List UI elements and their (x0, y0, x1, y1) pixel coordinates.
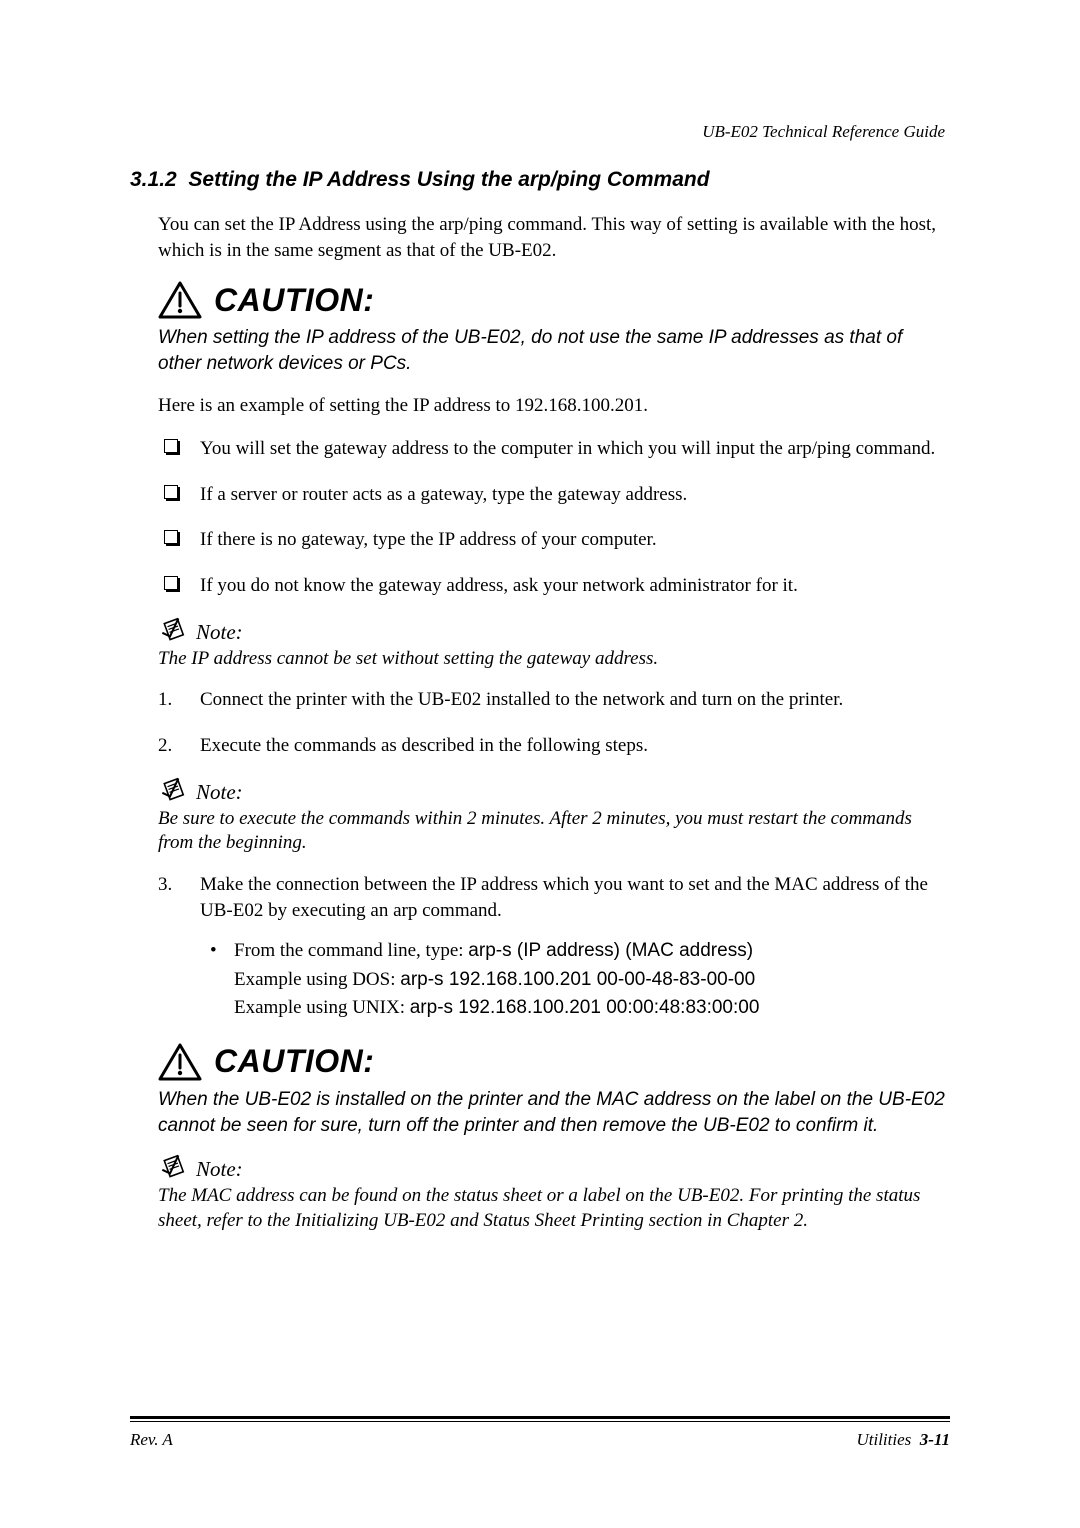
note-block-3: Note: The MAC address can be found on th… (158, 1152, 950, 1233)
note-icon (158, 1152, 188, 1182)
step-number: 3. (158, 872, 172, 898)
doc-header-title: UB-E02 Technical Reference Guide (702, 122, 945, 142)
checklist-item: If a server or router acts as a gateway,… (158, 482, 950, 508)
note-label: Note: (196, 1157, 243, 1182)
numbered-list-b: 3. Make the connection between the IP ad… (158, 872, 950, 1023)
checklist-text: If you do not know the gateway address, … (200, 575, 798, 596)
cmd-line-2-cmd: arp-s 192.168.100.201 00-00-48-83-00-00 (400, 969, 755, 990)
step-text: Make the connection between the IP addre… (200, 874, 928, 921)
list-item: 1. Connect the printer with the UB-E02 i… (158, 687, 950, 713)
checkbox-icon (164, 576, 178, 590)
cmd-line-1-pre: From the command line, type: (234, 940, 468, 961)
footer-page-number: 3-11 (920, 1430, 950, 1449)
checkbox-icon (164, 439, 178, 453)
checklist-text: If there is no gateway, type the IP addr… (200, 529, 657, 550)
checklist-text: You will set the gateway address to the … (200, 438, 935, 459)
note-block-1: Note: The IP address cannot be set witho… (158, 615, 950, 672)
intro-paragraph: You can set the IP Address using the arp… (158, 212, 950, 263)
sub-bullet-list: From the command line, type: arp-s (IP a… (200, 937, 950, 1023)
caution-label: CAUTION: (214, 282, 374, 319)
cmd-line-1-cmd: arp-s (IP address) (MAC address) (468, 940, 753, 961)
step-text: Connect the printer with the UB-E02 inst… (200, 689, 843, 710)
example-intro: Here is an example of setting the IP add… (158, 393, 950, 419)
footer-rev: Rev. A (130, 1430, 173, 1450)
section-heading: 3.1.2 Setting the IP Address Using the a… (130, 168, 950, 192)
step-number: 2. (158, 733, 172, 759)
cmd-line-3-pre: Example using UNIX: (234, 997, 410, 1018)
step-number: 1. (158, 687, 172, 713)
numbered-list-a: 1. Connect the printer with the UB-E02 i… (158, 687, 950, 758)
note-icon (158, 775, 188, 805)
cmd-line-3-cmd: arp-s 192.168.100.201 00:00:48:83:00:00 (410, 997, 760, 1018)
note-block-2: Note: Be sure to execute the commands wi… (158, 775, 950, 856)
section-number: 3.1.2 (130, 168, 177, 191)
note-icon (158, 615, 188, 645)
footer-right: Utilities 3-11 (856, 1430, 950, 1450)
caution-icon (158, 1043, 202, 1081)
caution-label: CAUTION: (214, 1043, 374, 1080)
list-item: 3. Make the connection between the IP ad… (158, 872, 950, 1023)
note-label: Note: (196, 620, 243, 645)
caution-text: When setting the IP address of the UB-E0… (158, 325, 950, 376)
checkbox-icon (164, 530, 178, 544)
note-text: Be sure to execute the commands within 2… (158, 807, 950, 856)
step-text: Execute the commands as described in the… (200, 735, 648, 756)
checklist: You will set the gateway address to the … (158, 436, 950, 599)
checklist-item: If you do not know the gateway address, … (158, 573, 950, 599)
cmd-line-2-pre: Example using DOS: (234, 969, 400, 990)
caution-block-1: CAUTION: When setting the IP address of … (158, 281, 950, 376)
checklist-text: If a server or router acts as a gateway,… (200, 484, 687, 505)
caution-text: When the UB-E02 is installed on the prin… (158, 1087, 950, 1138)
page-footer: Rev. A Utilities 3-11 (130, 1416, 950, 1450)
footer-rule (130, 1416, 950, 1422)
caution-icon (158, 281, 202, 319)
note-text: The IP address cannot be set without set… (158, 647, 950, 672)
checkbox-icon (164, 485, 178, 499)
sub-bullet-item: From the command line, type: arp-s (IP a… (200, 937, 950, 1023)
checklist-item: If there is no gateway, type the IP addr… (158, 527, 950, 553)
footer-chapter: Utilities (856, 1430, 911, 1449)
section-title: Setting the IP Address Using the arp/pin… (188, 168, 709, 191)
note-label: Note: (196, 780, 243, 805)
note-text: The MAC address can be found on the stat… (158, 1184, 950, 1233)
list-item: 2. Execute the commands as described in … (158, 733, 950, 759)
checklist-item: You will set the gateway address to the … (158, 436, 950, 462)
caution-block-2: CAUTION: When the UB-E02 is installed on… (158, 1043, 950, 1138)
